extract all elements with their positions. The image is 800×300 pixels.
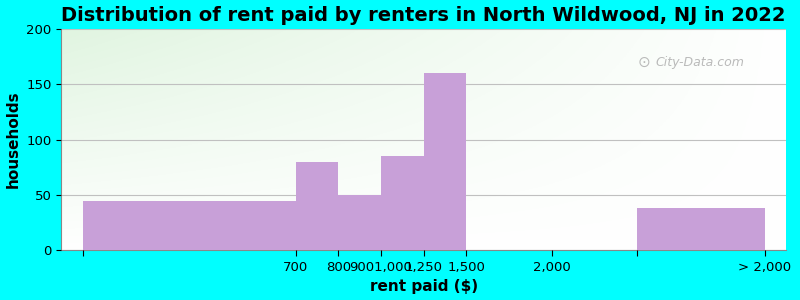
Bar [296,162,338,250]
Bar [82,201,296,250]
Bar [424,73,466,250]
Bar [381,156,424,250]
Bar [338,195,381,250]
Title: Distribution of rent paid by renters in North Wildwood, NJ in 2022: Distribution of rent paid by renters in … [62,6,786,25]
Text: ⊙: ⊙ [638,55,650,70]
Text: City-Data.com: City-Data.com [656,56,745,69]
Y-axis label: households: households [6,91,21,188]
Bar [637,208,765,250]
X-axis label: rent paid ($): rent paid ($) [370,279,478,294]
